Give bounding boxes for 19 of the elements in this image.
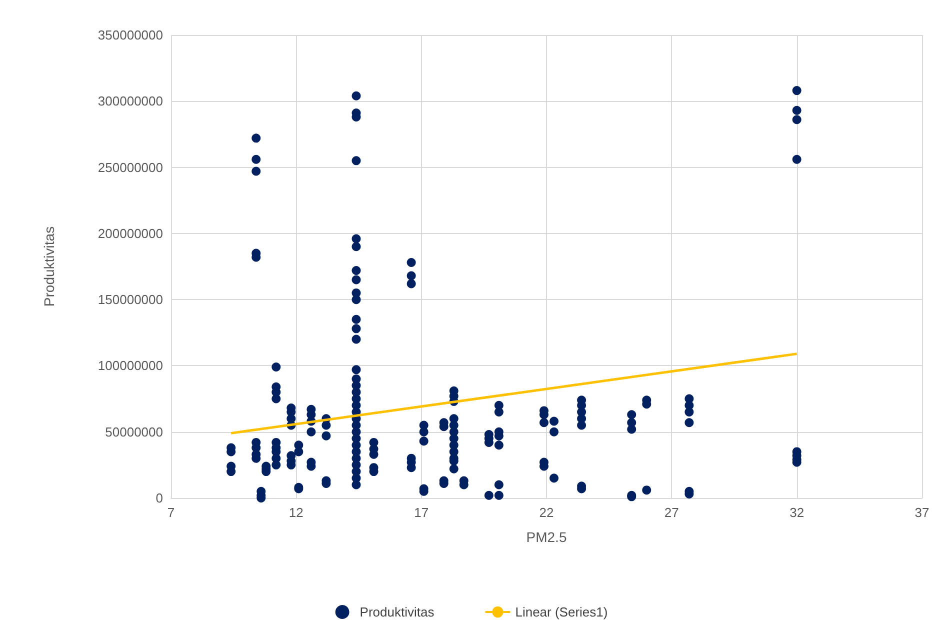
x-tick-label: 17 <box>414 505 429 520</box>
y-tick-label: 250000000 <box>98 160 163 175</box>
x-tick-label: 22 <box>539 505 554 520</box>
y-tick-label: 200000000 <box>98 226 163 241</box>
y-tick-label: 350000000 <box>98 28 163 42</box>
x-tick-label: 37 <box>914 505 930 520</box>
x-axis-title: PM2.5 <box>526 529 567 545</box>
y-tick-label: 150000000 <box>98 292 163 308</box>
y-tick-label: 100000000 <box>98 358 163 374</box>
x-tick-label: 27 <box>664 505 679 520</box>
x-tick-label: 32 <box>790 505 804 520</box>
legend-label: Linear (Series1) <box>515 604 608 620</box>
y-tick-label: 50000000 <box>105 424 163 440</box>
x-tick-label: 7 <box>167 505 175 520</box>
x-tick-label: 12 <box>288 505 304 520</box>
legend-label: Produktivitas <box>360 604 435 620</box>
y-axis-title: Produktivitas <box>41 226 57 307</box>
y-tick-label: 300000000 <box>98 94 163 109</box>
y-tick-label: 0 <box>156 490 163 506</box>
